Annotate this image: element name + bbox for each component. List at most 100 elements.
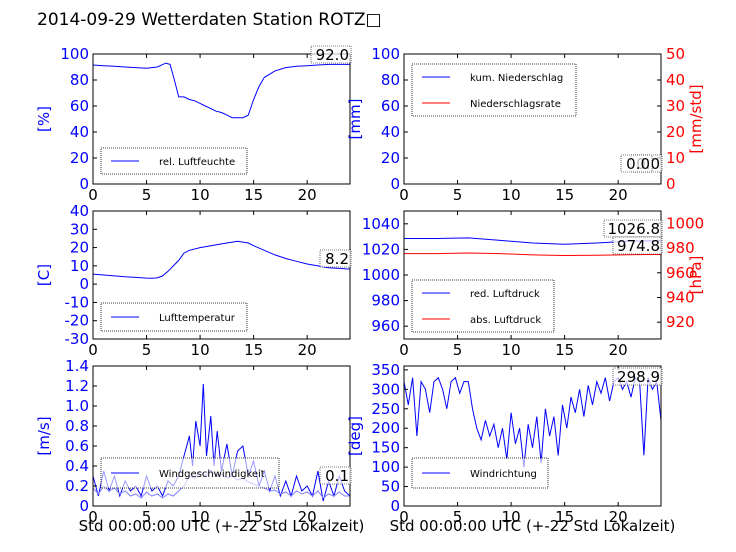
y-axis-label: [deg] [346,416,364,456]
x-tick-label: 5 [142,341,152,359]
axes-frame [92,53,351,185]
x-axis-label-left: Std 00:00:00 UTC (+-22 Std Lokalzeit) [79,517,365,535]
y-axis-label: [C] [35,264,53,286]
axes-frame [92,210,351,340]
x-tick-label: 10 [191,341,210,359]
y2-tick-label: 920 [666,313,695,331]
y-tick-label: 100 [371,458,400,476]
y-axis-label: [%] [35,106,53,132]
series-line-2-0 [93,240,350,279]
y2-tick-label: 940 [666,288,695,306]
y-tick-label: 150 [371,439,400,457]
y-tick-label: 1020 [362,240,400,258]
x-tick-label: 20 [609,186,628,204]
y-tick-label: 40 [70,123,89,141]
x-tick-label: 20 [298,186,317,204]
figure-title: 2014-09-29 Wetterdaten Station ROTZ□ [37,10,382,30]
x-tick-label: 20 [298,508,317,526]
y-tick-label: 980 [371,292,400,310]
legend-label: kum. Niederschlag [470,73,563,84]
x-tick-label: 0 [399,186,409,204]
y-tick-label: 960 [371,317,400,335]
y-tick-label: 20 [70,239,89,257]
y-tick-label: 0.8 [65,417,89,435]
y-tick-label: 300 [371,380,400,398]
legend-label: red. Luftdruck [470,289,540,300]
legend-label: Windrichtung [470,469,537,480]
x-tick-label: 0 [399,508,409,526]
y-tick-label: 0 [390,175,400,193]
x-tick-label: 15 [244,186,263,204]
value-box [319,249,352,268]
y2-tick-label: 980 [666,239,695,257]
y-tick-label: 0.6 [65,437,89,455]
y-tick-label: -30 [65,330,90,348]
y-tick-label: 80 [381,71,400,89]
x-tick-label: 0 [88,186,98,204]
x-tick-label: 10 [502,186,521,204]
y-axis-label: [m/s] [35,416,53,455]
current-value-label: 298.9 [617,368,660,386]
y-tick-label: 40 [70,202,89,220]
y-tick-label: 0 [390,497,400,515]
plot-area [93,62,350,119]
y-tick-label: 200 [371,419,400,437]
y-tick-label: 1.0 [65,397,89,415]
y-tick-label: 0 [79,175,89,193]
value-box [620,154,653,173]
y-tick-label: 1040 [362,215,400,233]
axes-frame [403,53,662,185]
y-tick-label: 1.4 [65,357,89,375]
x-tick-label: 5 [142,508,152,526]
x-tick-label: 5 [453,341,463,359]
y-tick-label: 350 [371,361,400,379]
y-tick-label: 100 [371,45,400,63]
current-value-label: 974.8 [617,237,660,255]
legend-label: Windgeschwindigkeit [159,469,265,480]
y-tick-label: 0 [79,275,89,293]
x-tick-label: 20 [609,508,628,526]
y-tick-label: 10 [70,257,89,275]
y-tick-label: 30 [70,220,89,238]
series-line-3-1 [404,252,661,257]
value-box [319,466,352,485]
y-tick-label: 60 [70,97,89,115]
y2-tick-label: 20 [666,123,685,141]
x-tick-label: 15 [555,341,574,359]
y2-tick-label: 30 [666,97,685,115]
y-tick-label: 60 [381,97,400,115]
x-tick-label: 15 [555,508,574,526]
y-tick-label: 20 [70,149,89,167]
current-value-label: 0.1 [325,467,349,485]
x-tick-label: 5 [453,186,463,204]
y-tick-label: 0.2 [65,477,89,495]
series-line-4-0 [93,383,350,502]
value-box [612,236,663,255]
legend-label: Niederschlagsrate [470,99,561,110]
y2-tick-label: 10 [666,149,685,167]
y-tick-label: -20 [65,312,90,330]
legend-label: abs. Luftdruck [470,315,541,326]
y-tick-label: 1.2 [65,377,89,395]
x-axis-label-right: Std 00:00:00 UTC (+-22 Std Lokalzeit) [390,517,676,535]
y2-axis-label: [hPa] [687,256,705,295]
x-tick-label: 15 [244,341,263,359]
x-tick-label: 10 [191,508,210,526]
axes-frame [403,365,662,507]
y-tick-label: 50 [381,478,400,496]
x-tick-label: 0 [399,341,409,359]
y-tick-label: 0.4 [65,457,89,475]
y-tick-label: -10 [65,293,90,311]
x-tick-label: 15 [244,508,263,526]
y-tick-label: 40 [381,123,400,141]
x-tick-label: 20 [298,341,317,359]
y-tick-label: 100 [60,45,89,63]
y-tick-label: 250 [371,400,400,418]
x-tick-label: 10 [502,508,521,526]
y-tick-label: 20 [381,149,400,167]
y2-axis-label: [mm/std] [687,84,705,153]
y-axis-label: [mm] [346,99,364,140]
y2-tick-label: 40 [666,71,685,89]
y2-tick-label: 1000 [666,214,704,232]
